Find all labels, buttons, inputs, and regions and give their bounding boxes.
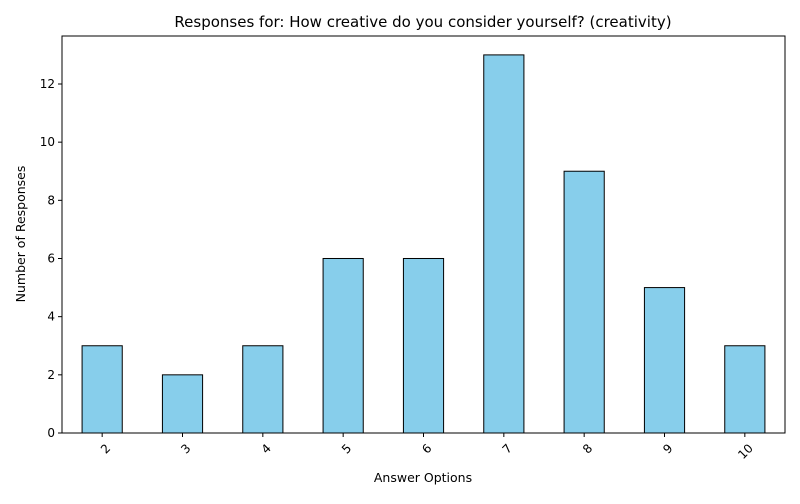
bar-9 [643, 287, 686, 434]
y-tick-label: 4 [47, 310, 55, 324]
plot-area-frame [61, 35, 786, 434]
x-tick-label: 5 [339, 441, 354, 456]
y-tick-label: 10 [40, 135, 55, 149]
x-tick-label: 8 [580, 441, 595, 456]
bar-5 [322, 257, 364, 434]
bar-3 [161, 374, 204, 434]
y-tick-label: 8 [47, 193, 55, 207]
chart-title: Responses for: How creative do you consi… [174, 13, 671, 31]
y-tick-label: 0 [47, 426, 55, 440]
y-axis-label: Number of Responses [13, 166, 28, 303]
bar-10 [724, 345, 766, 434]
x-axis-ticks: 2 3 4 5 6 7 8 9 10 [98, 433, 756, 462]
x-tick-label: 9 [660, 441, 675, 456]
x-tick-label: 4 [259, 441, 274, 456]
x-tick-label: 10 [735, 441, 756, 462]
bars-group [81, 54, 766, 434]
bar-6 [402, 257, 445, 434]
x-tick-label: 3 [178, 441, 193, 456]
y-tick-label: 6 [47, 251, 55, 265]
y-tick-label: 12 [40, 77, 55, 91]
bar-7 [483, 54, 525, 434]
bar-4 [242, 345, 284, 434]
x-tick-label: 2 [98, 441, 113, 456]
y-axis-ticks: 0 2 4 6 8 10 12 [40, 77, 62, 440]
x-tick-label: 7 [500, 441, 515, 456]
x-axis-label: Answer Options [374, 470, 472, 485]
bar-8 [563, 170, 605, 434]
y-tick-label: 2 [47, 368, 55, 382]
x-tick-label: 6 [419, 441, 434, 456]
bar-2 [81, 345, 123, 434]
